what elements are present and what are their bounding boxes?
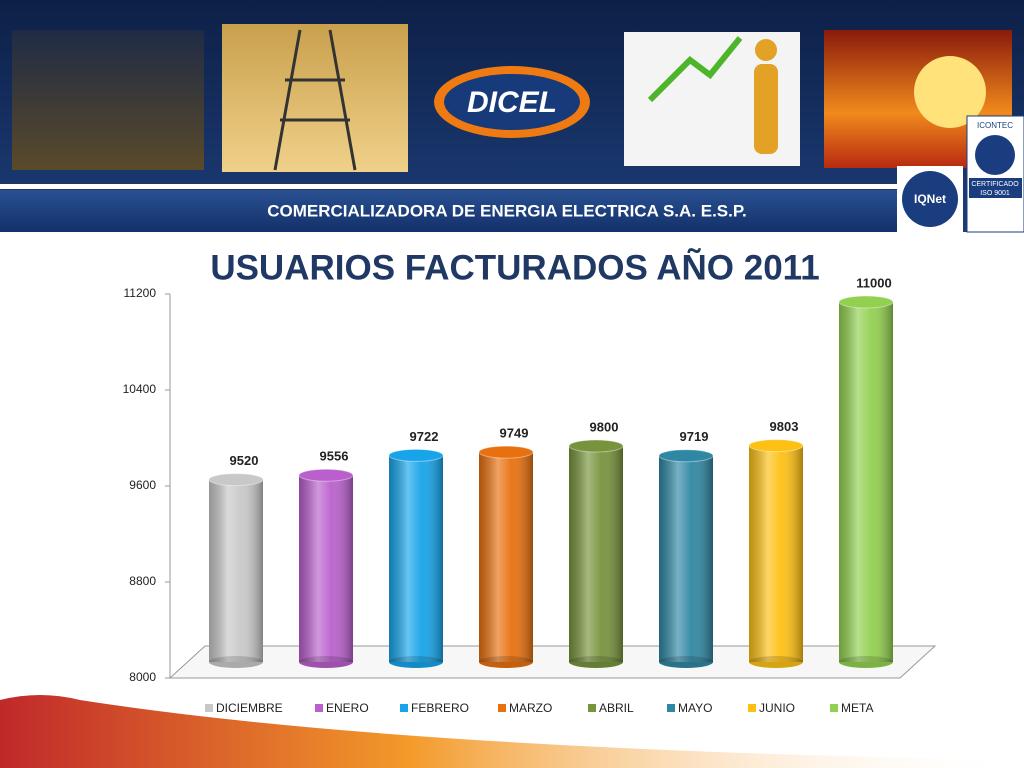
y-tick-label: 9600 bbox=[129, 478, 156, 492]
bar-shade bbox=[479, 452, 533, 662]
cert-left bbox=[902, 171, 958, 227]
cert-text: ICONTEC bbox=[977, 121, 1013, 130]
logo-inner bbox=[444, 74, 580, 130]
bar-top bbox=[208, 473, 264, 487]
bar-shade bbox=[659, 656, 713, 668]
company-name: COMERCIALIZADORA DE ENERGIA ELECTRICA S.… bbox=[267, 201, 747, 220]
sun bbox=[914, 56, 986, 128]
legend-swatch bbox=[667, 704, 675, 712]
swoosh bbox=[0, 695, 1024, 768]
value-label: 9722 bbox=[410, 429, 439, 444]
bar-shade bbox=[209, 479, 263, 662]
value-label: 9520 bbox=[230, 453, 259, 468]
cert-tag bbox=[969, 178, 1022, 198]
floor bbox=[168, 645, 937, 679]
value-label: 9749 bbox=[500, 426, 529, 441]
figure-body bbox=[754, 64, 778, 154]
legend-swatch bbox=[315, 704, 323, 712]
bar-shade bbox=[209, 656, 263, 668]
legend-label: MAYO bbox=[678, 701, 712, 715]
legend-swatch bbox=[588, 704, 596, 712]
legend-label: MARZO bbox=[509, 701, 552, 715]
bar-shade bbox=[479, 656, 533, 668]
bar-shade bbox=[839, 302, 893, 662]
bar-shade bbox=[749, 656, 803, 668]
bar-top bbox=[568, 439, 624, 453]
tower-lines bbox=[273, 29, 357, 171]
y-tick-label: 11200 bbox=[124, 286, 157, 300]
bar-top bbox=[298, 468, 354, 482]
legend-swatch bbox=[748, 704, 756, 712]
legend-label: ABRIL bbox=[599, 701, 634, 715]
legend-swatch bbox=[830, 704, 838, 712]
bar-shade bbox=[389, 455, 443, 662]
bar-top bbox=[388, 448, 444, 462]
y-tick-label: 8000 bbox=[129, 670, 156, 684]
value-label: 9556 bbox=[320, 449, 349, 464]
bar-top bbox=[478, 445, 534, 459]
y-tick-label: 8800 bbox=[129, 574, 156, 588]
y-tick-label: 10400 bbox=[123, 382, 157, 396]
photo-city bbox=[12, 30, 204, 170]
photo-tower bbox=[222, 24, 408, 172]
chart-title: USUARIOS FACTURADOS AÑO 2011 bbox=[210, 248, 819, 287]
bar-top bbox=[838, 295, 894, 309]
bar-shade bbox=[389, 656, 443, 668]
value-label: 9800 bbox=[590, 419, 619, 434]
legend-label: DICIEMBRE bbox=[216, 701, 283, 715]
bar-shade bbox=[569, 656, 623, 668]
legend-swatch bbox=[205, 704, 213, 712]
value-label: 9719 bbox=[680, 429, 709, 444]
bar-shade bbox=[659, 455, 713, 662]
value-label: 9803 bbox=[770, 419, 799, 434]
value-label: 11000 bbox=[856, 275, 891, 290]
bar-shade bbox=[749, 445, 803, 662]
bar-top bbox=[748, 439, 804, 453]
cert-left-text: IQNet bbox=[914, 192, 946, 206]
legend-label: FEBRERO bbox=[411, 701, 469, 715]
legend-swatch bbox=[498, 704, 506, 712]
cert-icon bbox=[975, 135, 1015, 175]
bar-shade bbox=[839, 656, 893, 668]
bar-shade bbox=[299, 656, 353, 668]
cert-text: ISO 9001 bbox=[980, 190, 1010, 197]
figure bbox=[755, 39, 777, 61]
bar-top bbox=[658, 449, 714, 463]
logo: DICEL bbox=[467, 86, 557, 119]
bar-shade bbox=[569, 446, 623, 662]
cert-text: CERTIFICADO bbox=[971, 181, 1019, 188]
legend-label: ENERO bbox=[326, 701, 369, 715]
stripe bbox=[0, 184, 900, 189]
legend-label: META bbox=[841, 701, 873, 715]
legend-label: JUNIO bbox=[759, 701, 795, 715]
arrow bbox=[647, 36, 743, 103]
band bbox=[0, 190, 900, 232]
legend-swatch bbox=[400, 704, 408, 712]
bar-shade bbox=[299, 475, 353, 662]
